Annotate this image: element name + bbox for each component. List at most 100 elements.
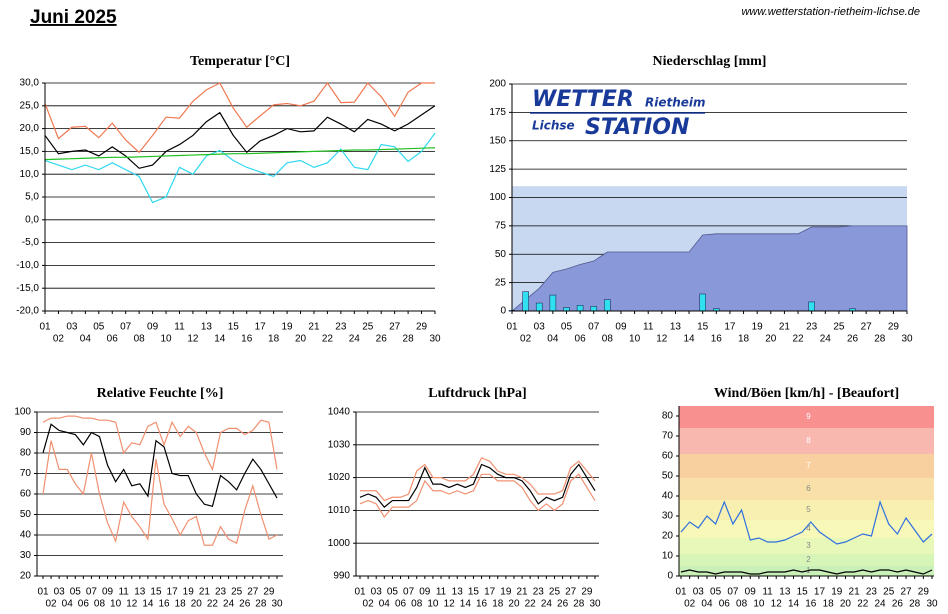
y-tick-label: 70 — [662, 431, 674, 442]
y-tick-label: 30 — [20, 550, 32, 561]
x-tick-label: 26 — [892, 599, 904, 610]
x-tick-label: 14 — [788, 599, 800, 610]
x-tick-label: 19 — [282, 322, 294, 333]
x-tick-label: 12 — [771, 599, 783, 610]
x-tick-label: 02 — [363, 599, 375, 610]
x-tick-label: 08 — [411, 599, 423, 610]
x-tick-label: 10 — [427, 599, 439, 610]
x-tick-label: 18 — [738, 334, 750, 345]
x-tick-label: 20 — [508, 599, 520, 610]
x-tick-label: 17 — [724, 322, 736, 333]
x-tick-label: 12 — [444, 599, 456, 610]
x-tick-label: 02 — [46, 599, 58, 610]
x-tick-label: 16 — [476, 599, 488, 610]
x-tick-label: 28 — [909, 599, 921, 610]
bar — [590, 306, 598, 312]
x-tick-label: 11 — [436, 587, 447, 598]
x-tick-label: 29 — [888, 322, 900, 333]
band — [679, 428, 934, 454]
x-tick-label: 19 — [752, 322, 764, 333]
x-tick-label: 19 — [831, 587, 843, 598]
chart-title: Relative Feuchte [%] — [97, 386, 224, 401]
y-tick-label: 20 — [662, 531, 674, 542]
x-tick-label: 06 — [78, 599, 90, 610]
x-tick-label: 24 — [541, 599, 553, 610]
data-line — [360, 457, 596, 502]
chart-title: Luftdruck [hPa] — [428, 386, 526, 401]
y-tick-label: 1020 — [328, 472, 351, 483]
y-tick-label: 80 — [20, 448, 32, 459]
x-tick-label: 13 — [452, 587, 464, 598]
x-tick-label: 08 — [134, 334, 146, 345]
chart-title: Temperatur [°C] — [190, 54, 290, 69]
x-tick-label: 11 — [643, 322, 654, 333]
logo-word: STATION — [585, 115, 689, 140]
x-tick-label: 15 — [468, 587, 480, 598]
band-label: 6 — [806, 484, 811, 493]
x-tick-label: 24 — [875, 599, 887, 610]
y-tick-label: 50 — [20, 509, 32, 520]
x-tick-label: 16 — [711, 334, 723, 345]
y-tick-label: 10 — [662, 551, 674, 562]
x-tick-label: 20 — [191, 599, 203, 610]
band-label: 3 — [806, 541, 811, 550]
x-tick-label: 12 — [656, 334, 668, 345]
data-line — [680, 500, 933, 545]
x-tick-label: 01 — [675, 587, 687, 598]
bar — [576, 305, 584, 312]
band-label: 9 — [806, 412, 811, 421]
x-tick-label: 26 — [376, 334, 388, 345]
y-tick-label: 100 — [489, 192, 506, 203]
band — [679, 538, 934, 554]
x-tick-label: 15 — [228, 322, 240, 333]
x-tick-label: 27 — [389, 322, 401, 333]
band-label: 4 — [806, 524, 811, 533]
x-tick-label: 27 — [861, 322, 873, 333]
logo-place: Rietheim — [645, 96, 706, 110]
logo-place: Lichse — [532, 119, 575, 133]
x-tick-label: 23 — [866, 587, 878, 598]
x-tick-label: 22 — [322, 334, 334, 345]
x-tick-label: 06 — [107, 334, 119, 345]
x-tick-label: 11 — [118, 587, 129, 598]
x-tick-label: 18 — [268, 334, 280, 345]
x-tick-label: 19 — [183, 587, 195, 598]
x-tick-label: 01 — [354, 587, 366, 598]
band-label: 8 — [806, 436, 811, 445]
x-tick-label: 02 — [53, 334, 65, 345]
x-tick-label: 15 — [697, 322, 709, 333]
x-tick-label: 18 — [823, 599, 835, 610]
x-tick-label: 15 — [150, 587, 162, 598]
x-tick-label: 08 — [94, 599, 106, 610]
x-tick-label: 26 — [847, 334, 859, 345]
bar — [563, 307, 570, 312]
band-label: 7 — [806, 461, 811, 470]
y-tick-label: -20,0 — [16, 306, 39, 317]
x-tick-label: 20 — [295, 334, 307, 345]
data-line — [44, 132, 436, 204]
y-tick-label: 100 — [14, 407, 31, 418]
x-tick-label: 05 — [93, 322, 105, 333]
x-tick-label: 03 — [66, 322, 78, 333]
x-tick-label: 24 — [349, 334, 361, 345]
x-tick-label: 29 — [416, 322, 428, 333]
site-url[interactable]: www.wetterstation-rietheim-lichse.de — [741, 6, 920, 18]
x-tick-label: 25 — [833, 322, 845, 333]
y-tick-label: 90 — [20, 427, 32, 438]
x-tick-label: 01 — [37, 587, 49, 598]
data-line — [359, 473, 596, 518]
x-tick-label: 18 — [492, 599, 504, 610]
y-tick-label: 20 — [20, 571, 32, 582]
y-tick-label: 1000 — [328, 538, 351, 549]
x-tick-label: 08 — [736, 599, 748, 610]
y-tick-label: 70 — [20, 468, 32, 479]
y-tick-label: 80 — [662, 411, 674, 422]
x-tick-label: 07 — [120, 322, 132, 333]
x-tick-label: 11 — [174, 322, 185, 333]
y-tick-label: 30 — [662, 511, 674, 522]
x-tick-label: 23 — [215, 587, 227, 598]
y-tick-label: 25 — [495, 277, 507, 288]
y-tick-label: 15,0 — [20, 146, 40, 157]
data-area — [510, 225, 908, 312]
x-tick-label: 10 — [629, 334, 641, 345]
